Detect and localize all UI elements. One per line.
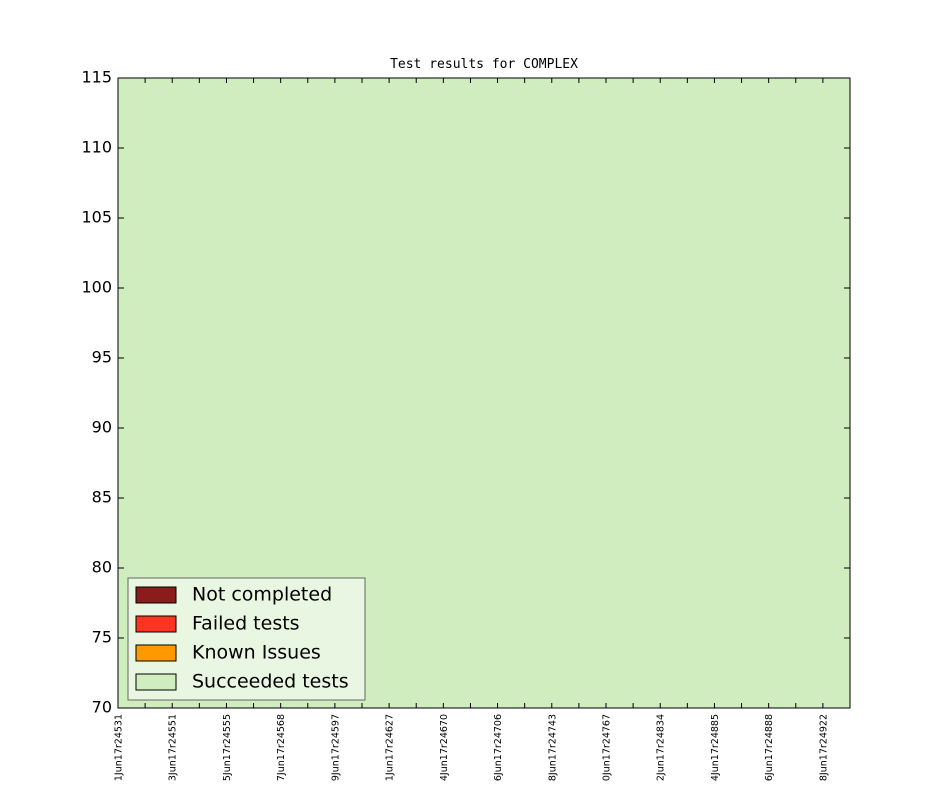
x-tick-label: 6Jun17r24888 xyxy=(764,714,775,781)
x-tick-label: 1Jun17r24627 xyxy=(385,714,396,781)
y-tick-label: 115 xyxy=(81,68,112,87)
y-tick-label: 110 xyxy=(81,138,112,157)
x-tick-label: 8Jun17r24743 xyxy=(547,714,558,781)
y-tick-label: 100 xyxy=(81,278,112,297)
x-tick-label: 1Jun17r24531 xyxy=(114,714,125,781)
legend-label: Not completed xyxy=(192,584,332,606)
y-tick-label: 85 xyxy=(92,488,112,507)
axes-frame xyxy=(117,77,851,709)
x-tick-label: 0Jun17r24767 xyxy=(602,714,613,781)
y-tick-label: 75 xyxy=(92,628,112,647)
y-tick-label: 105 xyxy=(81,208,112,227)
y-tick-label: 95 xyxy=(92,348,112,367)
legend-label: Known Issues xyxy=(192,642,321,664)
plot-area xyxy=(118,78,850,708)
legend-label: Failed tests xyxy=(192,613,300,635)
legend-swatch xyxy=(135,586,177,604)
y-tick-label: 90 xyxy=(92,418,112,437)
legend-box-border xyxy=(127,577,366,701)
x-tick-label: 5Jun17r24555 xyxy=(222,714,233,781)
legend-swatch xyxy=(135,615,177,633)
x-tick-label: 3Jun17r24551 xyxy=(168,714,179,781)
x-tick-label: 4Jun17r24670 xyxy=(439,714,450,781)
legend-swatch xyxy=(135,644,177,662)
legend-label: Succeeded tests xyxy=(192,671,349,693)
x-tick-label: 8Jun17r24922 xyxy=(818,714,829,781)
x-tick-label: 2Jun17r24834 xyxy=(656,714,667,781)
legend-swatch xyxy=(135,673,177,691)
chart-title: Test results for COMPLEX xyxy=(390,57,578,72)
y-tick-label: 80 xyxy=(92,558,112,577)
x-tick-label: 6Jun17r24706 xyxy=(493,714,504,781)
x-tick-label: 9Jun17r24597 xyxy=(330,714,341,781)
x-tick-label: 7Jun17r24568 xyxy=(276,714,287,781)
y-tick-label: 70 xyxy=(92,698,112,717)
area xyxy=(118,78,850,708)
x-tick-label: 4Jun17r24885 xyxy=(710,714,721,781)
